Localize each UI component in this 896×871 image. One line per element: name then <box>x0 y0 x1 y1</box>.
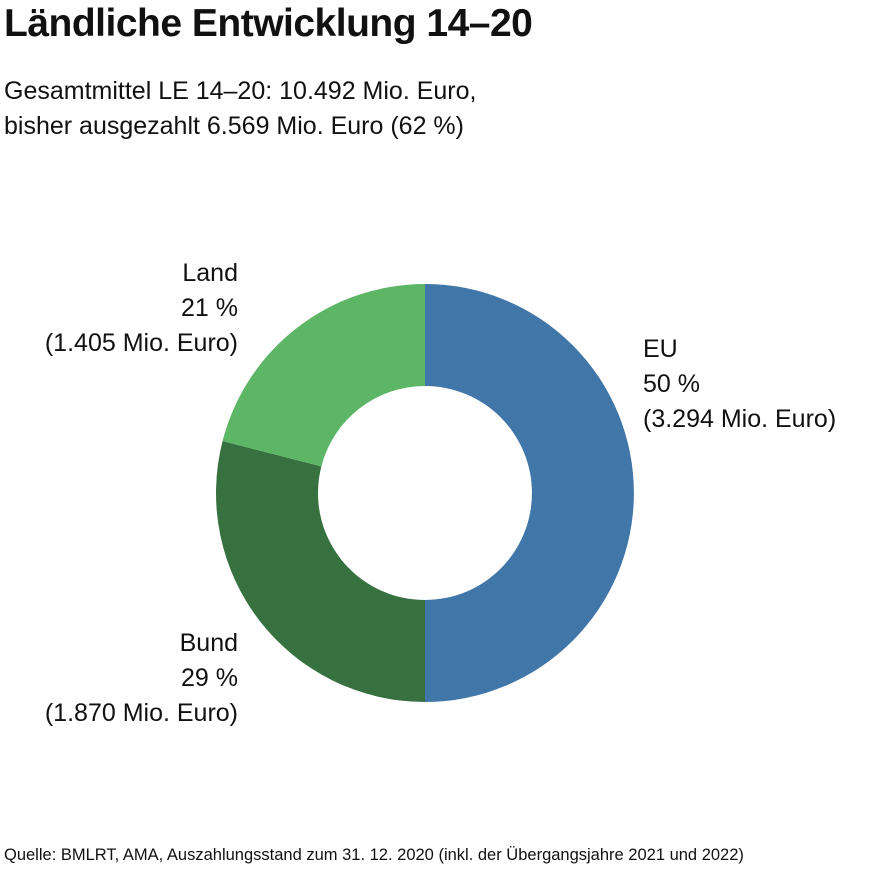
slice-amount-bund: (1.870 Mio. Euro) <box>44 699 238 727</box>
slice-name-bund: Bund <box>179 629 238 657</box>
donut-slice-land <box>222 284 425 467</box>
chart-title: Ländliche Entwicklung 14–20 <box>4 2 533 45</box>
donut-slice-eu <box>425 284 634 702</box>
slice-label-bund: Bund 29 % (1.870 Mio. Euro) <box>45 626 238 731</box>
chart-subtitle: Gesamtmittel LE 14–20: 10.492 Mio. Euro,… <box>4 74 476 144</box>
slice-percent-eu: 50 % <box>643 370 700 398</box>
slice-percent-bund: 29 % <box>181 664 238 692</box>
subtitle-line-1: Gesamtmittel LE 14–20: 10.492 Mio. Euro, <box>4 77 477 105</box>
slice-label-land: Land 21 % (1.405 Mio. Euro) <box>45 256 238 361</box>
slice-percent-land: 21 % <box>181 294 238 322</box>
slice-label-eu: EU 50 % (3.294 Mio. Euro) <box>643 332 836 437</box>
slice-name-eu: EU <box>643 335 678 363</box>
source-note: Quelle: BMLRT, AMA, Auszahlungsstand zum… <box>4 846 744 864</box>
donut-slice-bund <box>215 441 425 702</box>
subtitle-line-2: bisher ausgezahlt 6.569 Mio. Euro (62 %) <box>4 112 464 140</box>
slice-amount-land: (1.405 Mio. Euro) <box>44 329 238 357</box>
slice-amount-eu: (3.294 Mio. Euro) <box>643 405 837 433</box>
slice-name-land: Land <box>182 259 238 287</box>
